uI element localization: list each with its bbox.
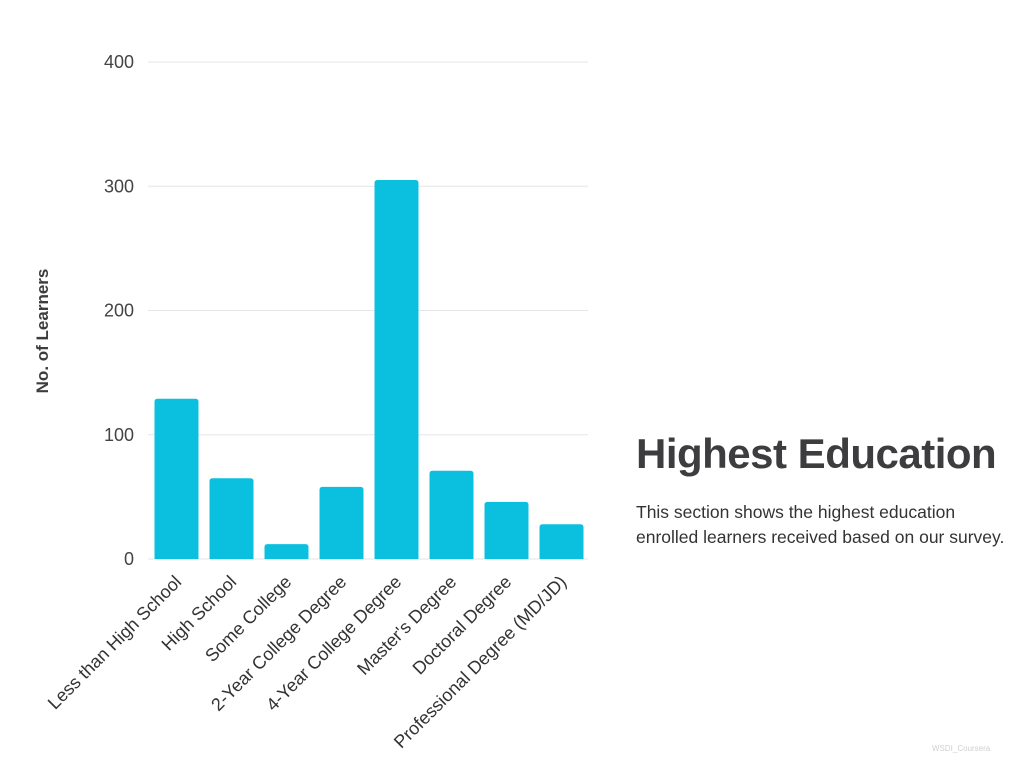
y-tick-label: 100 — [104, 425, 134, 445]
bars — [154, 180, 584, 559]
section-title: Highest Education — [636, 430, 997, 477]
y-axis-ticks: 0 100 200 300 400 — [104, 52, 134, 569]
info-panel: Highest Education This section shows the… — [636, 430, 1024, 550]
bar — [209, 478, 254, 559]
x-tick-label: Master's Degree — [353, 572, 460, 679]
bar — [429, 470, 474, 559]
y-tick-label: 300 — [104, 176, 134, 196]
bar — [319, 486, 364, 559]
bar — [374, 180, 419, 559]
bar — [264, 544, 309, 559]
bar — [154, 398, 199, 559]
y-tick-label: 200 — [104, 301, 134, 321]
x-tick-label: Doctoral Degree — [409, 572, 516, 679]
bar — [484, 501, 529, 559]
bar-chart: 0 100 200 300 400 Less than High SchoolHigh … — [33, 52, 588, 752]
watermark: WSDI_Coursera — [932, 744, 991, 753]
y-axis-title: No. of Learners — [33, 269, 52, 394]
bar — [539, 524, 584, 559]
y-tick-label: 0 — [124, 549, 134, 569]
y-tick-label: 400 — [104, 52, 134, 72]
section-description: This section shows the highest education… — [636, 502, 1005, 547]
